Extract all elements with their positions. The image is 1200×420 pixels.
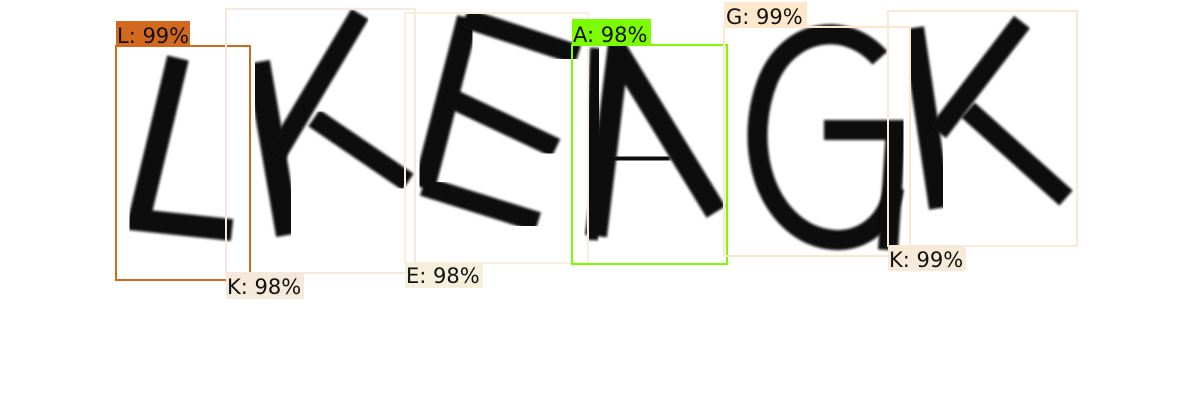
label-text-e: E: 98% (406, 264, 480, 288)
bounding-box-k-2 (887, 10, 1078, 247)
captcha-glyphs (125, 8, 1073, 251)
glyph-letter-k (246, 8, 414, 238)
bounding-box-e (404, 12, 589, 264)
label-tag-k: K: 98% (226, 273, 304, 299)
label-tag-e: E: 98% (405, 262, 483, 288)
glyph-letter-g (747, 24, 907, 251)
label-text-g: G: 99% (726, 5, 803, 29)
glyph-letter-l (125, 55, 234, 241)
label-tag-k-2: K: 99% (888, 245, 966, 272)
label-text-a: A: 98% (573, 23, 647, 47)
glyph-letter-e (413, 8, 582, 232)
label-text-k: K: 98% (227, 275, 301, 299)
detection-boxes (115, 8, 1078, 281)
detection-labels: L: 99% K: 98% E: 98% A: 98% G: 99% K: 99… (116, 2, 966, 299)
bounding-box-g (723, 26, 911, 257)
label-tag-g: G: 99% (724, 2, 807, 29)
label-tag-a: A: 98% (572, 19, 651, 47)
glyph-letter-k-2 (902, 15, 1073, 210)
label-tag-l: L: 99% (116, 21, 190, 48)
glyph-letter-a (582, 19, 726, 241)
label-text-k-2: K: 99% (889, 248, 963, 272)
bounding-box-k (225, 8, 416, 274)
label-text-l: L: 99% (117, 24, 189, 48)
